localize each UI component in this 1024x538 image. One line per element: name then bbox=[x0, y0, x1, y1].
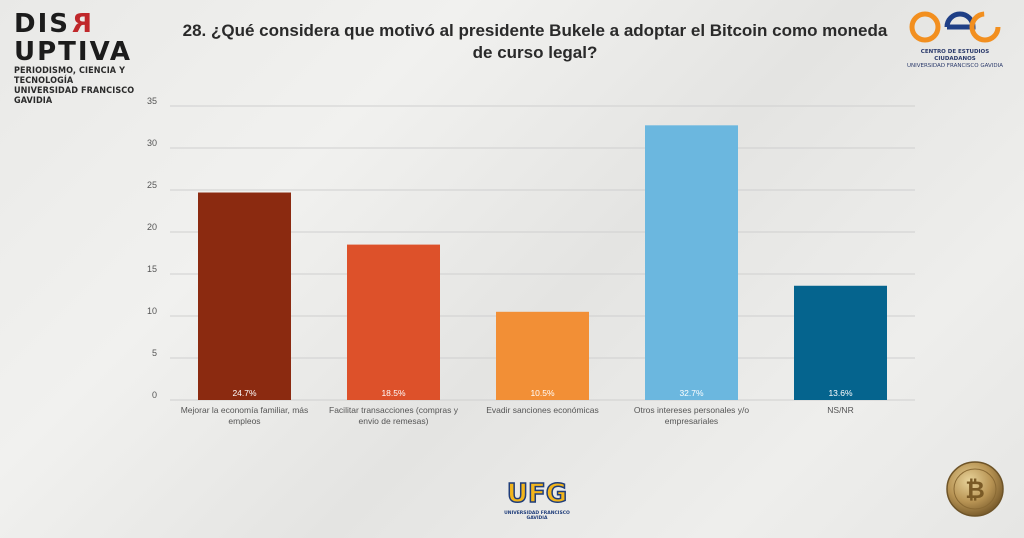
y-tick-label: 15 bbox=[147, 264, 157, 274]
y-tick-label: 25 bbox=[147, 180, 157, 190]
cec-logo-line1: CENTRO DE ESTUDIOS CIUDADANOS bbox=[920, 49, 990, 62]
cec-logo-mark bbox=[909, 11, 1001, 43]
bar bbox=[347, 244, 440, 400]
category-label: Mejorar la economía familiar, más empleos bbox=[181, 405, 309, 426]
y-tick-label: 0 bbox=[152, 390, 157, 400]
y-tick-label: 20 bbox=[147, 222, 157, 232]
bar bbox=[794, 285, 887, 400]
data-label: 24.7% bbox=[232, 388, 257, 398]
category-label: Otros intereses personales y/o empresaria… bbox=[634, 405, 750, 426]
bar bbox=[645, 125, 738, 400]
bar bbox=[496, 311, 589, 400]
category-label: Evadir sanciones económicas bbox=[486, 405, 598, 415]
brand-university: UNIVERSIDAD FRANCISCO GAVIDIA bbox=[14, 86, 135, 106]
y-tick-label: 30 bbox=[147, 138, 157, 148]
data-label: 13.6% bbox=[828, 388, 853, 398]
ufg-logo-text: UFG bbox=[507, 479, 567, 506]
cec-logo-line2: UNIVERSIDAD FRANCISCO GAVIDIA bbox=[906, 63, 1003, 69]
category-label: Facilitar transacciones (compras y envio … bbox=[329, 405, 459, 426]
data-label: 32.7% bbox=[679, 388, 704, 398]
brand-tagline: PERIODISMO, CIENCIA Y TECNOLOGÍA bbox=[14, 66, 126, 86]
y-tick-label: 35 bbox=[147, 96, 157, 106]
category-label: NS/NR bbox=[827, 405, 853, 415]
bar bbox=[198, 192, 291, 400]
bitcoin-coin-icon: ₿ bbox=[946, 461, 1004, 517]
brand-name: DISRUPTIVA bbox=[14, 9, 133, 67]
disruptiva-logo: DISRUPTIVA PERIODISMO, CIENCIA Y TECNOLO… bbox=[14, 9, 164, 106]
svg-text:₿: ₿ bbox=[965, 476, 985, 504]
y-tick-label: 5 bbox=[152, 348, 157, 358]
cec-logo: CENTRO DE ESTUDIOS CIUDADANOS UNIVERSIDA… bbox=[900, 10, 1010, 70]
ufg-logo: UFG UNIVERSIDAD FRANCISCO GAVIDIA bbox=[498, 478, 576, 521]
data-label: 10.5% bbox=[530, 388, 555, 398]
ufg-logo-sub: UNIVERSIDAD FRANCISCO GAVIDIA bbox=[504, 511, 570, 521]
ufg-logo-mark: UFG bbox=[506, 478, 568, 510]
data-label: 18.5% bbox=[381, 388, 406, 398]
y-tick-label: 10 bbox=[147, 306, 157, 316]
chart-title: 28. ¿Qué considera que motivó al preside… bbox=[182, 21, 888, 62]
